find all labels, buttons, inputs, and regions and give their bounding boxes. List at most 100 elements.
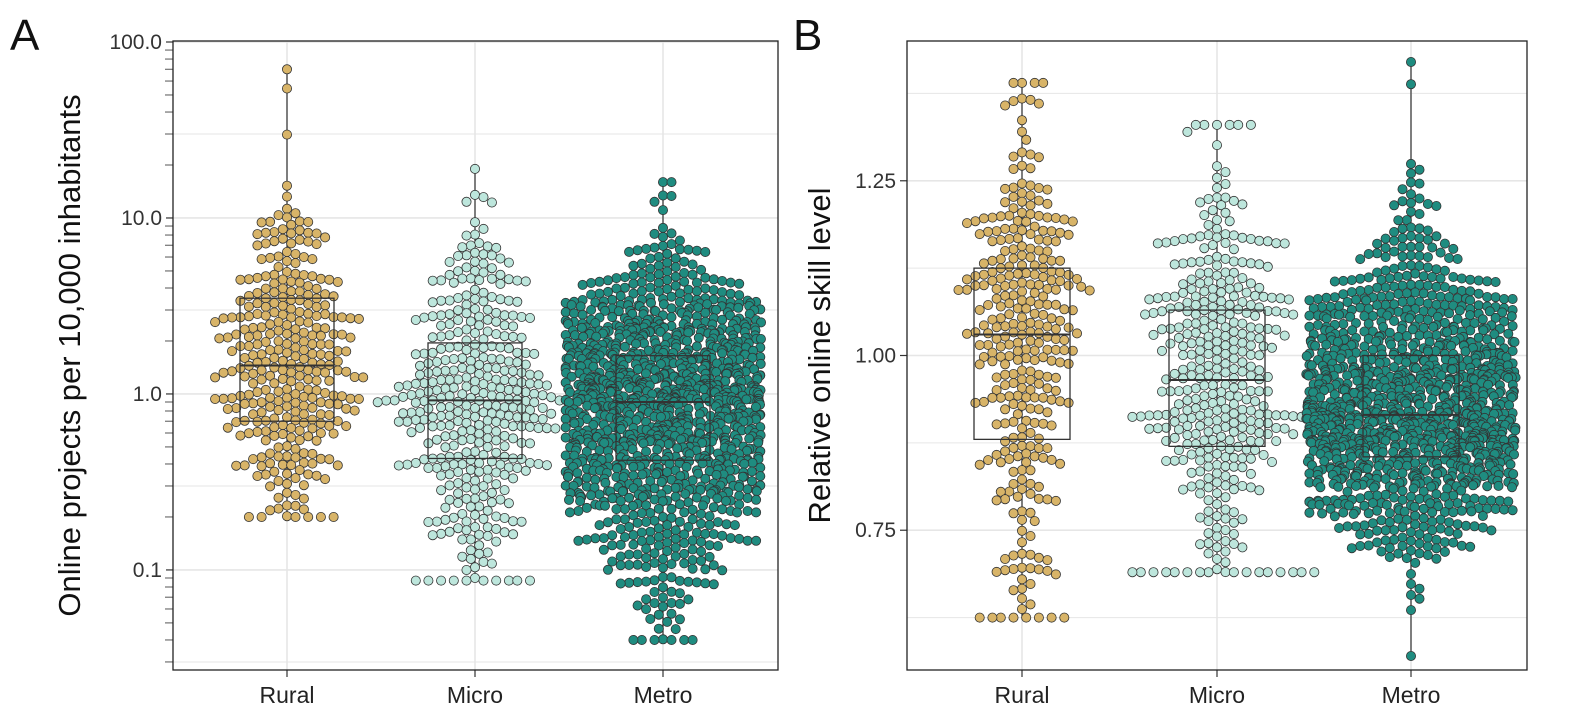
data-point: [273, 442, 284, 453]
data-point: [1314, 499, 1325, 510]
data-point: [281, 500, 292, 511]
data-point: [1033, 404, 1044, 415]
data-point: [1017, 432, 1028, 443]
data-point: [1084, 285, 1095, 296]
data-point: [666, 228, 677, 239]
data-point: [453, 488, 464, 499]
data-point: [1397, 223, 1408, 234]
data-point: [1468, 480, 1479, 491]
data-point: [1182, 385, 1193, 396]
data-point: [436, 295, 447, 306]
data-point: [1042, 555, 1053, 566]
data-point: [1228, 507, 1239, 518]
data-point: [315, 428, 326, 439]
data-point: [303, 236, 314, 247]
data-point: [662, 616, 673, 627]
data-point: [1042, 383, 1053, 394]
data-point: [320, 300, 331, 311]
series-metro: [560, 177, 767, 646]
data-point: [478, 192, 489, 203]
data-point: [1212, 405, 1223, 416]
data-point: [243, 290, 254, 301]
data-point: [1406, 250, 1417, 261]
data-point: [636, 635, 647, 646]
data-point: [465, 316, 476, 327]
data-point: [508, 421, 519, 432]
data-point: [1401, 553, 1412, 564]
data-point: [491, 467, 502, 478]
data-point: [1046, 420, 1057, 431]
data-point: [486, 497, 497, 508]
data-point: [525, 378, 536, 389]
data-point: [1422, 225, 1433, 236]
data-point: [1250, 396, 1261, 407]
data-point: [662, 528, 673, 539]
data-point: [581, 502, 592, 513]
data-point: [248, 409, 259, 420]
data-point: [298, 417, 309, 428]
data-point: [1254, 386, 1265, 397]
data-point: [987, 392, 998, 403]
data-point: [1195, 256, 1206, 267]
data-point: [1338, 318, 1349, 329]
data-point: [1359, 520, 1370, 531]
data-point: [1372, 238, 1383, 249]
data-point: [1012, 451, 1023, 462]
data-point: [252, 287, 263, 298]
data-point: [1012, 268, 1023, 279]
data-point: [1228, 363, 1239, 374]
data-point: [1017, 537, 1028, 548]
data-point: [656, 476, 667, 487]
data-point: [1203, 254, 1214, 265]
data-point: [461, 447, 472, 458]
data-point: [1414, 250, 1425, 261]
data-point: [1212, 345, 1223, 356]
data-point: [1050, 284, 1061, 295]
data-point: [465, 553, 476, 564]
data-point: [1050, 385, 1061, 396]
data-point: [1414, 493, 1425, 504]
data-point: [324, 409, 335, 420]
data-point: [503, 498, 514, 509]
data-point: [1315, 482, 1326, 493]
data-point: [303, 365, 314, 376]
data-point: [1466, 506, 1477, 517]
data-point: [469, 328, 480, 339]
data-point: [410, 349, 421, 360]
data-point: [693, 332, 704, 343]
data-point: [666, 190, 677, 201]
data-point: [1444, 252, 1455, 263]
data-point: [482, 424, 493, 435]
data-point: [265, 252, 276, 263]
data-point: [1042, 321, 1053, 332]
data-point: [725, 277, 736, 288]
data-point: [372, 397, 383, 408]
data-point: [286, 432, 297, 443]
data-point: [1237, 328, 1248, 339]
data-point: [1017, 506, 1028, 517]
data-point: [461, 516, 472, 527]
data-point: [1199, 243, 1210, 254]
data-point: [537, 402, 548, 413]
data-point: [615, 560, 626, 571]
data-point: [273, 492, 284, 503]
data-point: [231, 417, 242, 428]
data-point: [1029, 345, 1040, 356]
data-point: [303, 216, 314, 227]
data-point: [332, 276, 343, 287]
data-point: [277, 355, 288, 366]
data-point: [1203, 473, 1214, 484]
data-point: [478, 258, 489, 269]
data-point: [1271, 410, 1282, 421]
data-point: [512, 385, 523, 396]
data-point: [1401, 330, 1412, 341]
data-point: [269, 430, 280, 441]
data-point: [1355, 254, 1366, 265]
data-point: [1012, 491, 1023, 502]
data-point: [1224, 435, 1235, 446]
data-point: [1442, 327, 1453, 338]
data-point: [1306, 360, 1317, 371]
data-point: [1509, 449, 1520, 460]
data-point: [615, 578, 626, 589]
data-point: [294, 286, 305, 297]
